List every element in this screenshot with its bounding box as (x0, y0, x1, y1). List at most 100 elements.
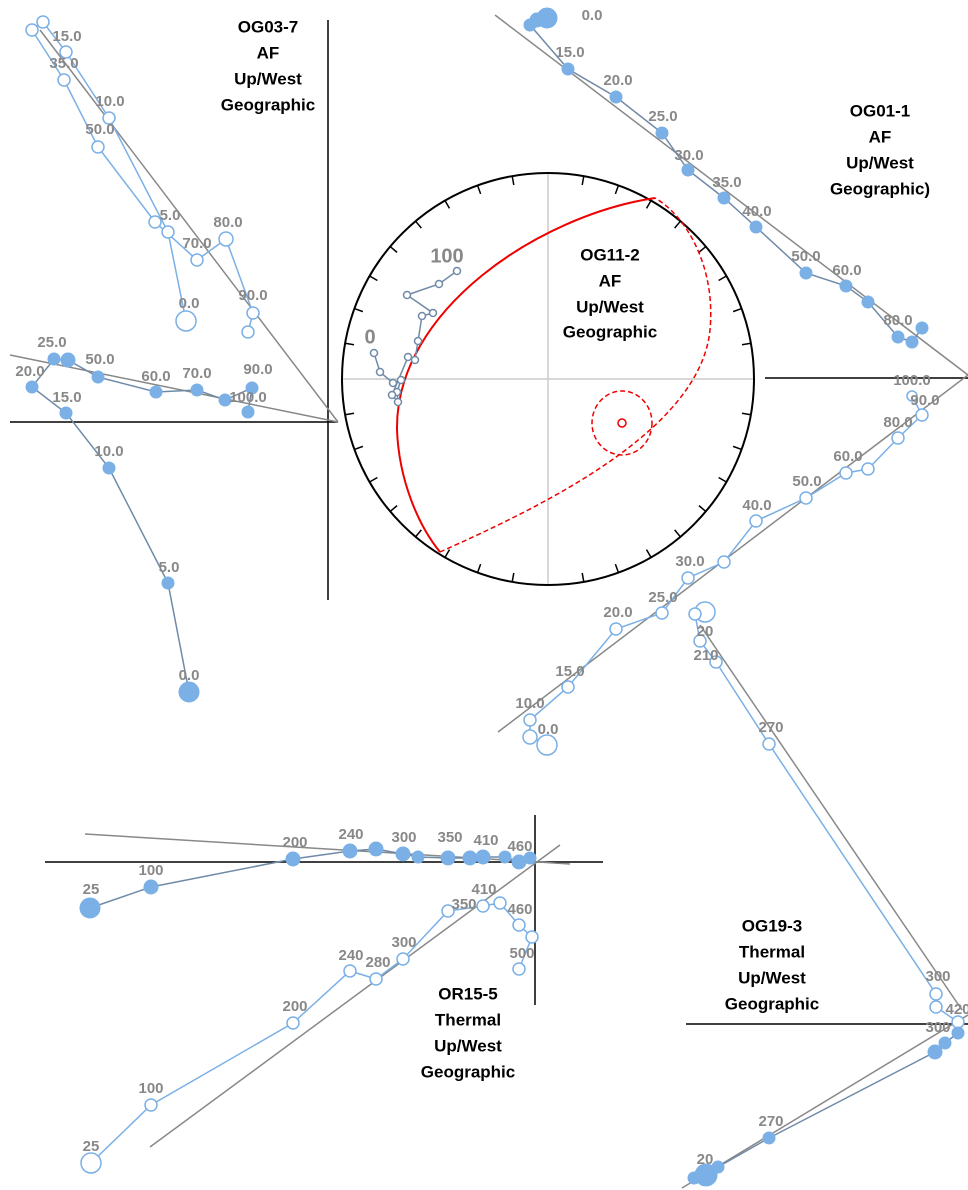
tick (511, 572, 515, 583)
vertical-projection-point (762, 737, 776, 751)
vertical-projection-path (529, 395, 923, 746)
panel-title: OG03-7 (238, 17, 298, 36)
horizontal-projection-point (59, 406, 73, 420)
vertical-projection-point (493, 896, 507, 910)
tick (444, 549, 451, 558)
horizontal-projection-point (561, 62, 575, 76)
step-label: 210 (693, 647, 718, 664)
vertical-projection-point (190, 253, 204, 267)
step-label: 50.0 (791, 248, 820, 265)
vertical-projection-point (681, 571, 695, 585)
vertical-projection-point (709, 655, 723, 669)
step-label: 10.0 (515, 695, 544, 712)
vertical-projection-point (441, 904, 455, 918)
step-label: 90.0 (238, 287, 267, 304)
step-label: 50.0 (85, 351, 114, 368)
step-label: 20.0 (15, 363, 44, 380)
tick (344, 342, 355, 346)
mean-direction (617, 418, 627, 428)
vertical-projection-point (246, 306, 260, 320)
step-label: 350 (437, 829, 462, 846)
confidence-ellipse (591, 390, 653, 456)
direction-point (452, 266, 462, 276)
step-label: 420 (945, 1001, 968, 1018)
horizontal-projection-point (905, 335, 919, 349)
step-label: 15.0 (555, 44, 584, 61)
horizontal-projection-point (711, 1160, 725, 1174)
step-label: 90.0 (910, 392, 939, 409)
horizontal-projection-point (523, 851, 537, 865)
step-label: 25 (83, 881, 100, 898)
step-label: 0 (364, 326, 375, 348)
step-label: 15.0 (52, 389, 81, 406)
zijderveld-panel: 0.0 10.0 15.0 20.0 25.0 30.0 40.0 50.0 60.0 80.0 9… (494, 7, 968, 756)
horizontal-projection-point (47, 352, 61, 366)
tick (645, 200, 652, 209)
horizontal-projection-point (395, 846, 411, 862)
tick (344, 412, 355, 416)
horizontal-projection-point (91, 370, 105, 384)
tick (645, 549, 652, 558)
great-circle-lower (439, 197, 712, 553)
horizontal-projection-point (102, 461, 116, 475)
step-label: 30.0 (674, 147, 703, 164)
panel-title: OG19-3 (742, 916, 802, 935)
horizontal-projection-point (60, 352, 76, 368)
step-label: 10.0 (94, 443, 123, 460)
panel-title: Up/West (434, 1036, 502, 1055)
panel-title: Thermal (435, 1010, 501, 1029)
fit-line (149, 844, 561, 1148)
horizontal-projection-point (938, 1036, 952, 1050)
vertical-projection-point (148, 215, 162, 229)
panel-title: AF (869, 127, 892, 146)
panel-title: AF (257, 43, 280, 62)
panel-title: Geographic (421, 1062, 515, 1081)
direction-point (375, 367, 385, 377)
horizontal-projection-point (927, 1044, 943, 1060)
tick (581, 175, 585, 186)
vertical-projection-point (929, 987, 943, 1001)
step-label: 90.0 (243, 361, 272, 378)
panel-title: Up/West (846, 153, 914, 172)
step-label: 300 (925, 1019, 950, 1036)
horizontal-projection-point (342, 843, 358, 859)
vertical-projection-point (839, 466, 853, 480)
step-label: 240 (338, 947, 363, 964)
step-label: 80.0 (883, 414, 912, 431)
vertical-projection-point (175, 310, 197, 332)
horizontal-projection-point (462, 850, 478, 866)
panel-title: OR15-5 (438, 984, 498, 1003)
vertical-projection-point (512, 918, 526, 932)
vertical-projection-point (906, 390, 918, 402)
vertical-projection-point (799, 491, 813, 505)
direction-point (410, 355, 420, 365)
vertical-projection-point (717, 555, 731, 569)
panel-title: Up/West (738, 968, 806, 987)
step-label: 15.0 (52, 28, 81, 45)
step-label: 100.0 (893, 372, 931, 389)
horizontal-projection-point (951, 1026, 965, 1040)
horizontal-projection-point (891, 330, 905, 344)
step-label: 20 (697, 623, 714, 640)
step-label: 15.0 (555, 663, 584, 680)
horizontal-projection-point (178, 681, 200, 703)
step-label: 100.0 (229, 389, 267, 406)
tick (741, 412, 752, 416)
fit-line (39, 29, 339, 423)
direction-point (387, 390, 397, 400)
horizontal-projection-point (161, 576, 175, 590)
step-label: 35.0 (49, 55, 78, 72)
panel-title: Geographic (221, 95, 315, 114)
tick (614, 185, 620, 195)
horizontal-projection-point (609, 90, 623, 104)
horizontal-projection-point (241, 405, 255, 419)
step-label: 70.0 (182, 365, 211, 382)
horizontal-projection-point (143, 879, 159, 895)
tick (369, 476, 378, 483)
step-label: 300 (391, 934, 416, 951)
step-label: 80.0 (883, 312, 912, 329)
vertical-projection-point (241, 325, 255, 339)
tick (718, 275, 727, 282)
step-label: 25 (83, 1138, 100, 1155)
tick (741, 342, 752, 346)
